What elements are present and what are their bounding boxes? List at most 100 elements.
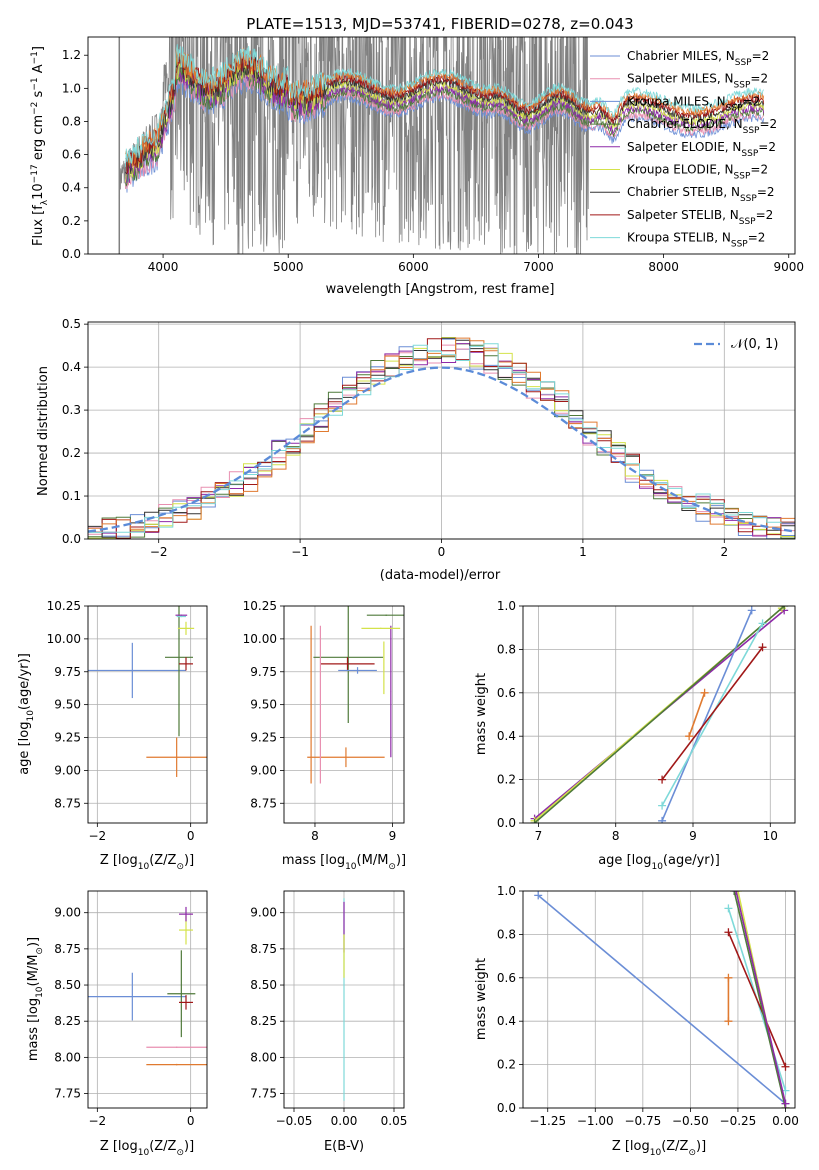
spectrum-model-line bbox=[125, 65, 765, 187]
label-part: mass [log bbox=[26, 998, 41, 1061]
y-tick-label: 0.4 bbox=[62, 181, 81, 195]
x-axis-label: wavelength [Angstrom, rest frame] bbox=[326, 282, 555, 297]
axes-frame bbox=[87, 321, 796, 540]
legend-label: 𝒩(0, 1) bbox=[731, 337, 778, 352]
label-part: )] bbox=[26, 937, 41, 947]
y-tick-label: 8.00 bbox=[250, 1050, 277, 1064]
y-tick-label: 1.2 bbox=[62, 48, 81, 62]
y-tick-label: 0.2 bbox=[62, 214, 81, 228]
x-tick-label: 9 bbox=[389, 829, 397, 843]
figure-title: PLATE=1513, MJD=53741, FIBERID=0278, z=0… bbox=[246, 15, 633, 33]
label-part: Flux [f bbox=[31, 205, 46, 246]
label-part: A bbox=[31, 64, 46, 77]
y-tick-label: 0.0 bbox=[497, 816, 516, 830]
y-tick-label: 0.5 bbox=[62, 317, 81, 331]
label-part: −2 bbox=[30, 102, 40, 115]
label-part: ⊙ bbox=[688, 1148, 696, 1158]
y-axis-label: mass weight bbox=[474, 673, 489, 755]
label-part: =2 bbox=[758, 140, 776, 154]
label-part: SSP bbox=[731, 240, 748, 250]
y-tick-label: 0.8 bbox=[62, 114, 81, 128]
y-tick-label: 8.50 bbox=[250, 978, 277, 992]
axes-frame bbox=[87, 605, 208, 824]
y-tick-label: 8.50 bbox=[54, 978, 81, 992]
x-tick-label: 10 bbox=[763, 829, 778, 843]
y-tick-label: 7.75 bbox=[250, 1087, 277, 1101]
x-axis-label: Z [log10(Z/Z⊙)] bbox=[612, 1139, 706, 1158]
label-part: ⊙ bbox=[176, 862, 184, 872]
label-part: Chabrier ELODIE, N bbox=[627, 117, 743, 131]
x-tick-label: 4000 bbox=[148, 260, 179, 274]
plus-marker bbox=[700, 688, 709, 697]
plot-area-mass_vs_Z bbox=[88, 906, 207, 1066]
axes-frame bbox=[522, 890, 796, 1109]
x-tick-label: 7 bbox=[535, 829, 543, 843]
label-part: SSP bbox=[726, 103, 743, 113]
y-tick-label: 0.6 bbox=[497, 686, 516, 700]
y-tick-label: 0.2 bbox=[497, 773, 516, 787]
label-part: =2 bbox=[748, 231, 766, 245]
plus-marker bbox=[747, 606, 756, 615]
label-part: =2 bbox=[750, 72, 768, 86]
label-part: Kroupa ELODIE, N bbox=[627, 163, 734, 177]
plus-marker bbox=[733, 891, 742, 895]
y-axis-label: mass weight bbox=[474, 958, 489, 1040]
label-part: ⊙ bbox=[388, 862, 396, 872]
x-tick-label: 8 bbox=[311, 829, 319, 843]
y-tick-label: 9.25 bbox=[54, 731, 81, 745]
y-tick-label: 1.0 bbox=[62, 81, 81, 95]
weight-line bbox=[537, 894, 787, 1105]
label-part: Z [log bbox=[100, 1139, 138, 1154]
label-part: 10 bbox=[26, 710, 36, 722]
label-part: λ bbox=[40, 199, 50, 205]
label-part: Kroupa STELIB, N bbox=[627, 231, 731, 245]
y-tick-label: 8.25 bbox=[250, 1014, 277, 1028]
label-part: Kroupa MILES, N bbox=[627, 94, 726, 108]
y-tick-label: 1.0 bbox=[497, 599, 516, 613]
plus-marker bbox=[658, 801, 667, 810]
label-part: Salpeter ELODIE, N bbox=[627, 140, 741, 154]
label-part: age [log bbox=[598, 853, 651, 868]
axes-frame bbox=[522, 605, 796, 824]
axes-frame bbox=[283, 605, 405, 824]
label-part: −17 bbox=[30, 164, 40, 183]
plots-group: 4000 5000 6000 7000 8000 90000.00.20.40.60.81… bbox=[17, 36, 804, 1158]
label-part: ⊙ bbox=[35, 947, 45, 955]
y-tick-label: 9.00 bbox=[54, 763, 81, 777]
x-tick-label: −2 bbox=[150, 545, 168, 559]
legend-label: Chabrier STELIB, NSSP=2 bbox=[627, 185, 775, 204]
y-tick-label: 0.1 bbox=[62, 489, 81, 503]
spectrum-model-line bbox=[125, 43, 764, 167]
label-part: SSP bbox=[739, 217, 756, 227]
label-part: Z [log bbox=[100, 853, 138, 868]
label-part: SSP bbox=[740, 194, 757, 204]
x-tick-label: 0.00 bbox=[772, 1114, 799, 1128]
y-tick-label: 9.25 bbox=[250, 731, 277, 745]
x-tick-label: −1 bbox=[291, 545, 309, 559]
x-tick-label: 8000 bbox=[648, 260, 679, 274]
weight-line bbox=[688, 692, 706, 737]
plus-marker bbox=[758, 619, 767, 628]
label-part: =2 bbox=[743, 94, 761, 108]
label-part: (M/M bbox=[357, 853, 389, 868]
y-axis-label: age [log10(age/yr)] bbox=[17, 653, 36, 775]
plot-area-age_vs_Z bbox=[88, 606, 207, 777]
y-tick-label: 0.3 bbox=[62, 403, 81, 417]
plus-marker bbox=[758, 643, 767, 652]
x-tick-label: −1.00 bbox=[577, 1114, 614, 1128]
weight-line bbox=[661, 610, 753, 822]
weight-line bbox=[727, 931, 787, 1068]
label-part: )] bbox=[696, 1139, 706, 1154]
legend-label: Chabrier ELODIE, NSSP=2 bbox=[627, 117, 777, 136]
axes-age_vs_mass: 8 9 8.75 9.00 9.25 9.50 9.75 10.00 10.25 mass [lo… bbox=[243, 599, 406, 872]
y-tick-label: 8.75 bbox=[54, 796, 81, 810]
x-tick-label: −1.25 bbox=[529, 1114, 566, 1128]
x-tick-label: 7000 bbox=[523, 260, 554, 274]
y-tick-label: 0.0 bbox=[497, 1101, 516, 1115]
y-tick-label: 8.75 bbox=[250, 796, 277, 810]
x-tick-label: 0 bbox=[187, 829, 195, 843]
plus-marker bbox=[724, 1017, 733, 1026]
plus-marker bbox=[781, 1099, 790, 1108]
plus-marker bbox=[780, 606, 789, 610]
histogram-series bbox=[88, 338, 795, 539]
